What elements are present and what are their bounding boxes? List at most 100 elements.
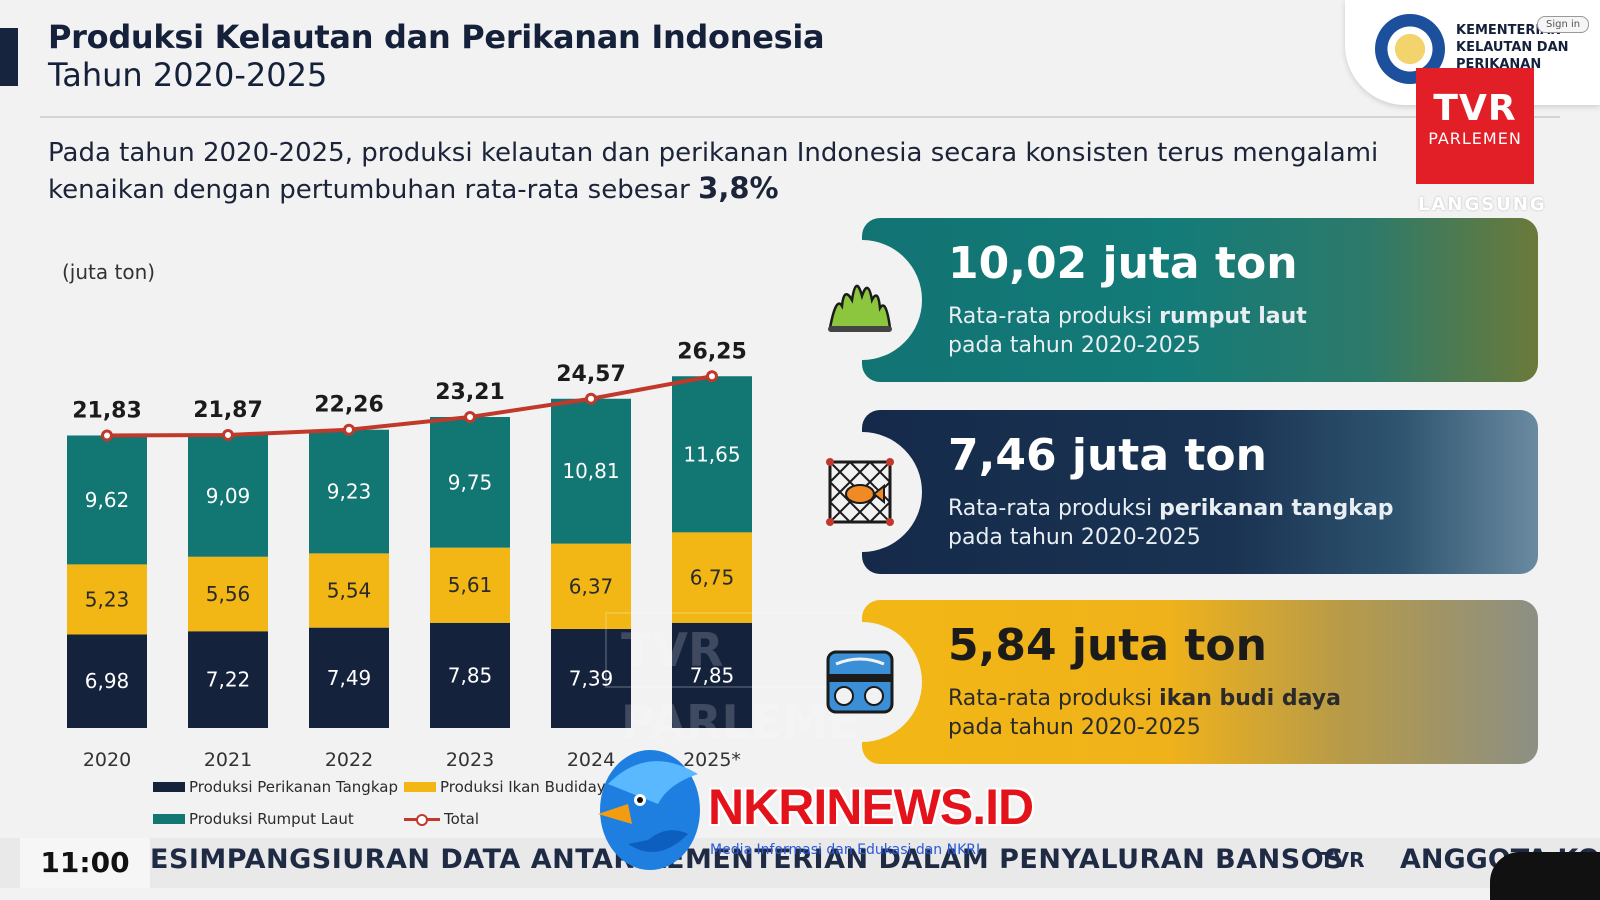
bar-segment <box>188 631 268 728</box>
legend-item-tangkap: Produksi Perikanan Tangkap <box>153 778 398 796</box>
x-tick-label: 2020 <box>83 749 131 770</box>
bar-value-label: 9,23 <box>327 480 372 504</box>
bar-segment <box>430 622 510 728</box>
bar-value-label: 7,49 <box>327 666 372 690</box>
x-tick-label: 2021 <box>204 749 252 770</box>
tvr-logo-subtext: PARLEMEN <box>1428 129 1522 148</box>
caption-period: pada tahun 2020-2025 <box>948 333 1201 358</box>
bar-segment <box>430 547 510 623</box>
total-point <box>101 429 113 442</box>
card-value: 5,84 juta ton <box>948 620 1267 671</box>
total-line <box>106 374 713 438</box>
total-point <box>706 370 718 383</box>
broadcast-clock: 11:00 <box>20 838 150 888</box>
news-ticker <box>0 838 1600 888</box>
bar-value-label: 5,54 <box>327 579 372 603</box>
bar-value-label: 5,61 <box>448 573 493 597</box>
ticker-headline: ESIMPANGSIURAN DATA ANTAR KEMENTERIAN DA… <box>150 844 1345 875</box>
fish-net-icon <box>826 458 894 526</box>
caption-bold: perikanan tangkap <box>1159 496 1394 521</box>
bar-segment <box>309 429 389 554</box>
site-tagline: Media Informasi dan Edukasi dan NKRI <box>710 842 981 858</box>
card-value: 10,02 juta ton <box>948 238 1298 289</box>
description-text: Pada tahun 2020-2025, produksi kelautan … <box>48 138 1379 205</box>
card-value: 7,46 juta ton <box>948 430 1267 481</box>
card-caption: Rata-rata produksi ikan budi daya pada ta… <box>948 684 1341 742</box>
chart-unit-label: (juta ton) <box>62 260 156 284</box>
legend-swatch <box>153 782 185 792</box>
bar-value-label: 9,09 <box>206 484 251 508</box>
total-point <box>464 410 476 423</box>
bar-value-label: 5,23 <box>85 587 130 611</box>
bar-value-label: 9,75 <box>448 470 493 494</box>
bar-value-label: 10,81 <box>562 459 619 483</box>
ticker-logo: TVR <box>1320 848 1365 872</box>
legend-label: Produksi Ikan Budidaya <box>440 778 615 796</box>
ministry-name-text: KEMENTERIAN KELAUTAN DAN PERIKANAN <box>1456 23 1569 72</box>
bar-value-label: 7,85 <box>690 663 735 687</box>
sign-in-button[interactable]: Sign in <box>1537 16 1590 33</box>
legend-label: Total <box>444 810 480 828</box>
bar-value-label: 7,39 <box>569 666 614 690</box>
title-divider <box>40 116 1560 118</box>
caption-bold: rumput laut <box>1159 304 1307 329</box>
slide-title: Produksi Kelautan dan Perikanan Indonesi… <box>48 18 825 56</box>
bar-segment <box>551 398 631 544</box>
card-caption: Rata-rata produksi rumput laut pada tahun… <box>948 302 1307 360</box>
description: Pada tahun 2020-2025, produksi kelautan … <box>48 136 1408 208</box>
bar-segment <box>551 543 631 629</box>
bar-segment <box>672 622 752 728</box>
total-value-label: 23,21 <box>435 380 505 405</box>
card-seaweed: 10,02 juta ton Rata-rata produksi rumput… <box>862 218 1538 382</box>
caption-bold: ikan budi daya <box>1159 686 1341 711</box>
bar-value-label: 7,85 <box>448 663 493 687</box>
legend-item-rumput-laut: Produksi Rumput Laut <box>153 810 354 828</box>
bar-value-label: 9,62 <box>85 488 130 512</box>
bar-segment <box>188 434 268 557</box>
bar-value-label: 7,22 <box>206 668 251 692</box>
bar-segment <box>309 627 389 728</box>
tvr-logo-text: TVR <box>1433 88 1517 129</box>
tvr-parlemen-logo: TVR PARLEMEN <box>1416 68 1534 184</box>
total-value-label: 21,87 <box>193 398 263 423</box>
x-tick-label: 2022 <box>325 749 373 770</box>
legend-item-total: Total <box>404 810 479 828</box>
caption-text: Rata-rata produksi <box>948 496 1160 521</box>
x-tick-label: 2025* <box>683 749 741 770</box>
total-value-label: 21,83 <box>72 398 142 423</box>
caption-text: Rata-rata produksi <box>948 686 1160 711</box>
bar-segment <box>188 556 268 632</box>
card-capture-fisheries: 7,46 juta ton Rata-rata produksi perikan… <box>862 410 1538 574</box>
card-aquaculture: 5,84 juta ton Rata-rata produksi ikan bu… <box>862 600 1538 764</box>
corner-badge <box>1490 852 1600 900</box>
bar-segment <box>672 376 752 533</box>
ministry-name: KEMENTERIAN KELAUTAN DAN PERIKANAN <box>1456 22 1576 73</box>
card-caption: Rata-rata produksi perikanan tangkap pada… <box>948 494 1394 552</box>
tv-watermark: TVR PARLEMEN <box>605 612 1013 749</box>
total-value-label: 22,26 <box>314 393 384 418</box>
growth-highlight: 3,8% <box>698 171 779 205</box>
caption-period: pada tahun 2020-2025 <box>948 525 1201 550</box>
bar-segment <box>551 628 631 728</box>
x-tick-label: 2024 <box>567 749 615 770</box>
title-accent-bar <box>0 28 18 86</box>
seaweed-icon <box>828 284 892 332</box>
legend-label: Produksi Perikanan Tangkap <box>189 778 398 796</box>
bar-segment <box>430 416 510 548</box>
x-tick-label: 2023 <box>446 749 494 770</box>
bar-value-label: 6,37 <box>569 574 614 598</box>
legend-label: Produksi Rumput Laut <box>189 810 354 828</box>
legend-swatch <box>404 782 436 792</box>
live-label: LANGSUNG <box>1418 194 1547 215</box>
total-point <box>343 423 355 436</box>
bar-value-label: 6,98 <box>85 669 130 693</box>
bar-segment <box>309 553 389 628</box>
total-value-label: 24,57 <box>556 362 626 387</box>
bar-value-label: 11,65 <box>683 442 740 466</box>
legend-line-marker <box>404 813 440 826</box>
caption-period: pada tahun 2020-2025 <box>948 715 1201 740</box>
total-value-label: 26,25 <box>677 339 747 364</box>
legend-item-budidaya: Produksi Ikan Budidaya <box>404 778 615 796</box>
bar-segment <box>67 634 147 728</box>
